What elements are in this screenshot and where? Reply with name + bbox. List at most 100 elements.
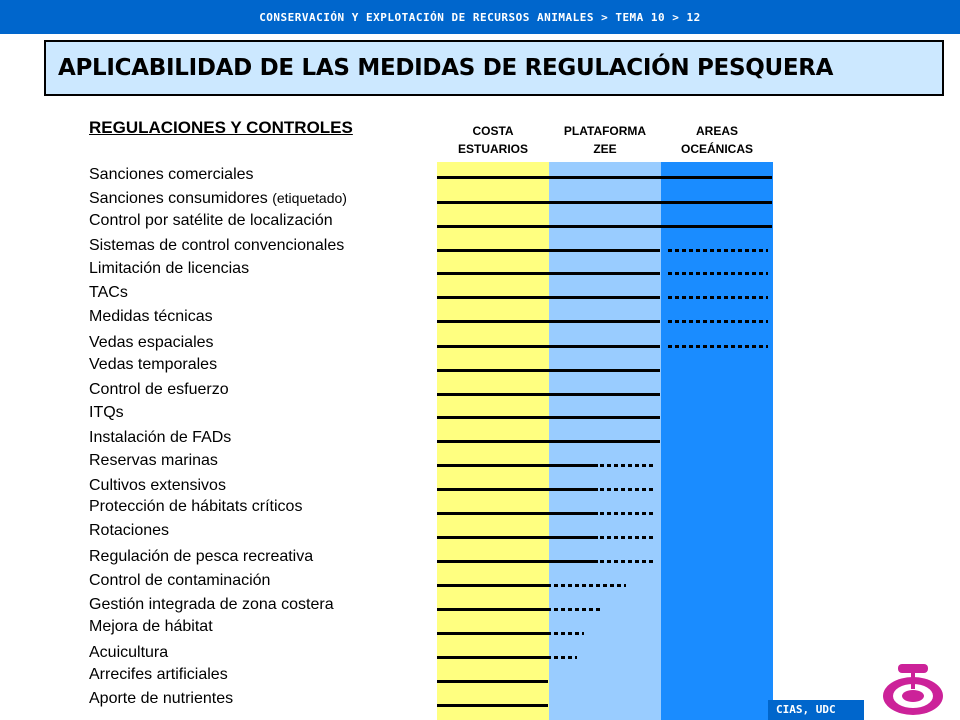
applicability-line <box>437 584 551 587</box>
row-label: Acuicultura <box>89 644 168 662</box>
row-label: Instalación de FADs <box>89 429 231 447</box>
applicability-line <box>437 464 598 467</box>
column-header-line: ESTUARIOS <box>457 142 528 156</box>
row-label-text: Arrecifes artificiales <box>89 666 228 683</box>
university-logo-icon <box>883 664 943 715</box>
row-label: Protección de hábitats críticos <box>89 498 302 516</box>
row-label: TACs <box>89 284 128 302</box>
applicability-line <box>437 225 772 228</box>
applicability-line <box>437 440 660 443</box>
row-label-text: Vedas espaciales <box>89 334 214 351</box>
applicability-line <box>437 632 551 635</box>
row-label-text: Cultivos extensivos <box>89 477 226 494</box>
ocean-column-band <box>661 162 773 720</box>
applicability-line <box>437 249 660 252</box>
column-header-costa: COSTA ESTUARIOS <box>428 122 558 158</box>
row-label-text: Sistemas de control convencionales <box>89 237 345 254</box>
row-label: Medidas técnicas <box>89 308 213 326</box>
applicability-line <box>437 272 660 275</box>
row-label: Vedas espaciales <box>89 334 214 352</box>
row-label-text: Mejora de hábitat <box>89 618 213 635</box>
row-label-text: Sanciones comerciales <box>89 166 254 183</box>
row-label-text: Acuicultura <box>89 644 169 661</box>
row-label: Limitación de licencias <box>89 260 249 278</box>
row-label-text: Rotaciones <box>89 522 170 539</box>
title-box: APLICABILIDAD DE LAS MEDIDAS DE REGULACI… <box>44 40 944 96</box>
partial-applicability-line <box>600 464 656 467</box>
applicability-line <box>437 560 598 563</box>
row-label-text: Sanciones consumidores <box>89 190 273 207</box>
row-label: Aporte de nutrientes <box>89 690 233 708</box>
column-header-line: OCEÁNICAS <box>680 142 753 156</box>
partial-applicability-line <box>668 320 768 323</box>
applicability-line <box>437 656 551 659</box>
page-title: APLICABILIDAD DE LAS MEDIDAS DE REGULACI… <box>58 55 834 81</box>
column-header-line: ZEE <box>593 142 617 156</box>
applicability-line <box>437 201 772 204</box>
column-header-line: PLATAFORMA <box>563 124 647 138</box>
applicability-line <box>437 176 772 179</box>
row-label: Control de esfuerzo <box>89 381 229 399</box>
applicability-line <box>437 536 598 539</box>
partial-applicability-line <box>600 488 656 491</box>
applicability-line <box>437 704 548 707</box>
row-label-text: Medidas técnicas <box>89 308 213 325</box>
row-label: Sanciones comerciales <box>89 166 254 184</box>
section-heading: REGULACIONES Y CONTROLES <box>89 118 353 137</box>
row-label: Control por satélite de localización <box>89 212 333 230</box>
row-label-note: (etiquetado) <box>272 190 347 206</box>
partial-applicability-line <box>554 608 600 611</box>
row-label-text: Control de esfuerzo <box>89 381 229 398</box>
row-label-text: Regulación de pesca recreativa <box>89 548 314 565</box>
row-label-text: Vedas temporales <box>89 356 218 373</box>
row-label-text: ITQs <box>89 404 124 421</box>
partial-applicability-line <box>600 512 656 515</box>
applicability-line <box>437 512 598 515</box>
partial-applicability-line <box>668 345 768 348</box>
column-header-line: AREAS <box>695 124 738 138</box>
row-label: Mejora de hábitat <box>89 618 213 636</box>
row-label-text: Control de contaminación <box>89 572 271 589</box>
applicability-line <box>437 416 660 419</box>
row-label-text: Instalación de FADs <box>89 429 232 446</box>
breadcrumb: CONSERVACIÓN Y EXPLOTACIÓN DE RECURSOS A… <box>259 10 701 24</box>
row-label: Gestión integrada de zona costera <box>89 596 334 614</box>
column-header-plataforma: PLATAFORMA ZEE <box>540 122 670 158</box>
applicability-line <box>437 345 660 348</box>
row-label-text: Protección de hábitats críticos <box>89 498 303 515</box>
partial-applicability-line <box>600 560 656 563</box>
row-label: Cultivos extensivos <box>89 477 226 495</box>
partial-applicability-line <box>554 632 584 635</box>
partial-applicability-line <box>600 536 656 539</box>
row-label: Rotaciones <box>89 522 169 540</box>
row-label: Regulación de pesca recreativa <box>89 548 313 566</box>
applicability-line <box>437 393 660 396</box>
row-label: ITQs <box>89 404 124 422</box>
row-label: Vedas temporales <box>89 356 217 374</box>
row-label-text: Limitación de licencias <box>89 260 250 277</box>
row-label-text: Control por satélite de localización <box>89 212 333 229</box>
row-label-text: Aporte de nutrientes <box>89 690 234 707</box>
row-label-text: Gestión integrada de zona costera <box>89 596 334 613</box>
partial-applicability-line <box>668 272 768 275</box>
footer-credit: CIAS, UDC <box>768 700 864 720</box>
partial-applicability-line <box>668 296 768 299</box>
applicability-line <box>437 369 660 372</box>
applicability-line <box>437 320 660 323</box>
applicability-line <box>437 296 660 299</box>
row-label: Control de contaminación <box>89 572 270 590</box>
partial-applicability-line <box>554 584 626 587</box>
column-header-line: COSTA <box>472 124 514 138</box>
row-label: Sistemas de control convencionales <box>89 237 344 255</box>
row-label: Reservas marinas <box>89 452 218 470</box>
applicability-line <box>437 680 548 683</box>
row-label: Arrecifes artificiales <box>89 666 228 684</box>
applicability-line <box>437 488 598 491</box>
applicability-line <box>437 608 551 611</box>
row-label-text: TACs <box>89 284 128 301</box>
header-bar: CONSERVACIÓN Y EXPLOTACIÓN DE RECURSOS A… <box>0 0 960 34</box>
row-label-text: Reservas marinas <box>89 452 218 469</box>
partial-applicability-line <box>554 656 577 659</box>
column-header-areas: AREAS OCEÁNICAS <box>652 122 782 158</box>
partial-applicability-line <box>668 249 768 252</box>
